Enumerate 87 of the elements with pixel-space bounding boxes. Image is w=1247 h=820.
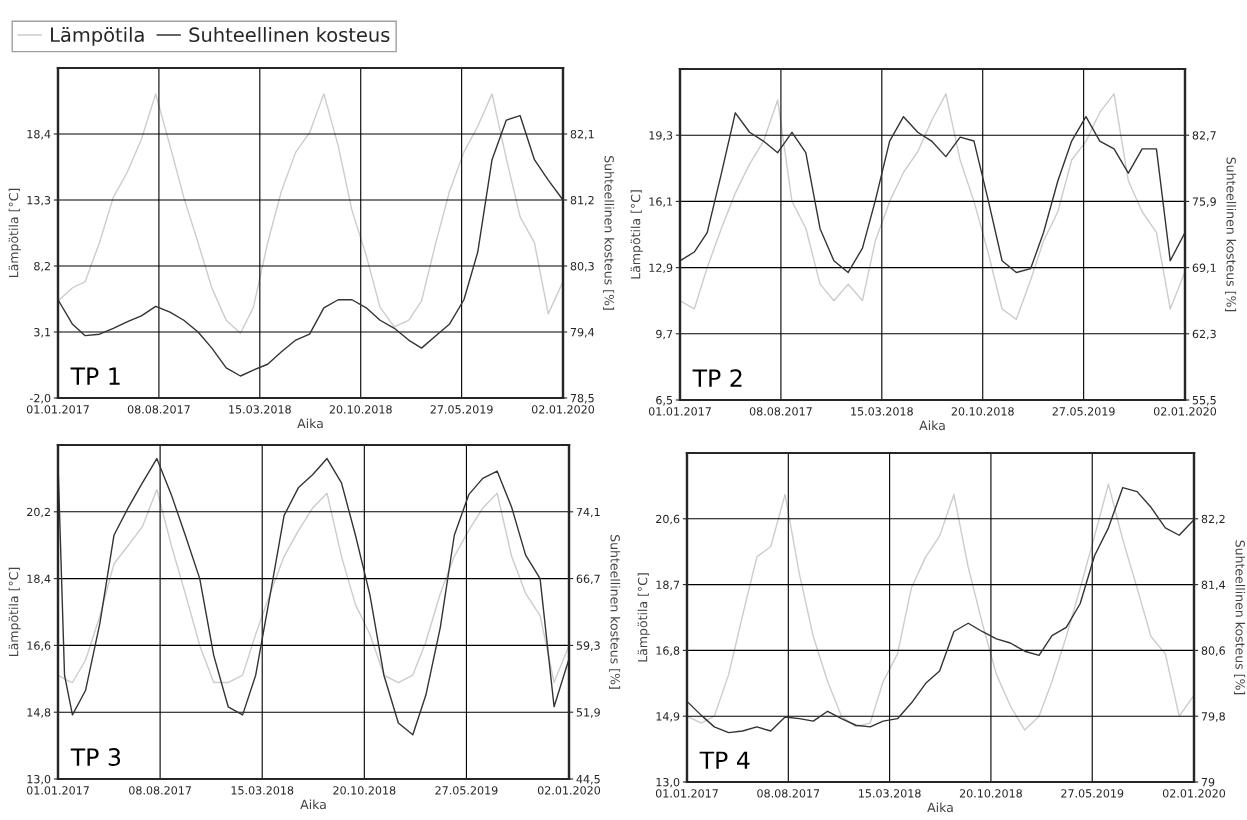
y-tick-label: 13,0	[27, 774, 51, 785]
y-tick-label: 20,6	[656, 514, 680, 525]
x-tick-label: 27.05.2019	[430, 405, 493, 414]
y2-tick-label: 44,5	[576, 775, 600, 785]
x-axis-title: Aika	[297, 418, 323, 429]
x-tick-label: 15.03.2018	[229, 405, 291, 414]
x-tick-label: 27.05.2019	[1052, 407, 1115, 416]
x-tick-label: 27.05.2019	[435, 786, 498, 795]
y-tick-label: 6,5	[656, 395, 673, 406]
y2-tick-label: 59,3	[576, 641, 600, 651]
y2-tick-label: 80,3	[570, 261, 594, 272]
y2-tick-label: 66,7	[576, 574, 600, 585]
line-series	[680, 93, 1185, 321]
y-tick-label: 14,9	[656, 712, 680, 722]
y-tick-label: 14,8	[27, 708, 51, 718]
y2-axis-title: Suhteellinen kosteus [%]	[1233, 540, 1246, 695]
x-tick-label: 02.01.2020	[1153, 407, 1217, 416]
x-tick-label: 01.01.2017	[26, 405, 89, 414]
y-tick-label: 12,9	[649, 263, 673, 274]
x-tick-label: 08.08.2017	[749, 407, 812, 416]
x-axis-title: Aika	[919, 420, 945, 431]
y2-tick-label: 81,4	[1201, 580, 1226, 591]
y2-tick-label: 78,5	[570, 393, 594, 404]
annotation: TP 3	[70, 748, 121, 766]
y2-tick-label: 75,9	[1192, 197, 1216, 207]
y-axis-title: Lämpötila [°C]	[630, 190, 643, 279]
line-series	[58, 457, 569, 736]
x-tick-label: 08.08.2017	[757, 789, 820, 798]
y-tick-label: 20,2	[27, 507, 50, 518]
y2-tick-label: 82,7	[1192, 131, 1216, 141]
x-tick-label: 01.01.2017	[655, 789, 718, 798]
y-tick-label: 3,1	[34, 327, 51, 338]
y-tick-label: 13,3	[27, 195, 51, 206]
x-tick-label: 02.01.2020	[531, 405, 595, 414]
line-series	[58, 488, 569, 684]
x-tick-label: 02.01.2020	[1162, 789, 1226, 798]
x-tick-label: 20.10.2018	[333, 786, 396, 795]
x-tick-label: 20.10.2018	[951, 407, 1014, 416]
y-axis-title: Lämpötila [°C]	[637, 573, 650, 662]
y-tick-label: 9,7	[656, 329, 673, 340]
y2-tick-label: 82,2	[1201, 514, 1225, 525]
annotation: TP 1	[70, 367, 120, 385]
line-series	[58, 93, 563, 334]
y2-tick-label: 79,4	[570, 327, 595, 338]
y2-tick-label: 79	[1201, 777, 1215, 787]
x-axis-title: Aika	[300, 799, 326, 810]
y-tick-label: 13,0	[656, 777, 680, 788]
y-axis-title: Lämpötila [°C]	[8, 188, 21, 278]
y2-axis-title: Suhteellinen kosteus [%]	[1224, 157, 1237, 312]
y-tick-label: 19,3	[649, 131, 673, 141]
y2-tick-label: 80,6	[1201, 646, 1225, 656]
x-tick-label: 20.10.2018	[329, 405, 392, 414]
y2-tick-label: 74,1	[576, 507, 600, 518]
y2-axis-title: Suhteellinen kosteus [%]	[602, 156, 615, 310]
y2-tick-label: 62,3	[1192, 329, 1216, 340]
annotation: TP 2	[692, 369, 742, 387]
x-tick-label: 20.10.2018	[959, 789, 1022, 798]
x-tick-label: 01.01.2017	[648, 407, 711, 416]
y-tick-label: 16,6	[27, 641, 51, 651]
y2-tick-label: 51,9	[576, 708, 600, 718]
x-tick-label: 08.08.2017	[129, 786, 191, 795]
legend-label: Suhteellinen kosteus	[189, 27, 390, 43]
y-tick-label: 16,1	[649, 197, 673, 207]
line-series	[680, 112, 1185, 274]
y2-tick-label: 81,2	[570, 195, 594, 206]
x-tick-label: 15.03.2018	[851, 407, 913, 416]
y2-tick-label: 79,8	[1201, 712, 1225, 722]
y2-axis-title: Suhteellinen kosteus [%]	[608, 535, 621, 689]
y2-tick-label: 55,5	[1192, 396, 1216, 406]
x-tick-label: 27.05.2019	[1061, 789, 1124, 798]
x-axis-title: Aika	[927, 802, 953, 813]
legend-label: Lämpötila	[51, 27, 144, 46]
y-tick-label: 16,8	[656, 646, 680, 656]
annotation: TP 4	[699, 751, 750, 769]
y-axis-title: Lämpötila [°C]	[8, 567, 21, 657]
x-tick-label: 02.01.2020	[537, 786, 601, 795]
y-tick-label: -2,0	[29, 393, 51, 404]
x-tick-label: 01.01.2017	[26, 786, 89, 795]
y-tick-label: 8,2	[34, 261, 50, 272]
y-tick-label: 18,4	[27, 574, 51, 585]
y2-tick-label: 82,1	[570, 129, 594, 140]
y-tick-label: 18,4	[27, 129, 51, 140]
y-tick-label: 18,7	[656, 580, 680, 591]
y2-tick-label: 69,1	[1192, 263, 1216, 274]
x-tick-label: 15.03.2018	[859, 789, 921, 798]
x-tick-label: 08.08.2017	[127, 405, 190, 414]
x-tick-label: 15.03.2018	[231, 786, 294, 795]
